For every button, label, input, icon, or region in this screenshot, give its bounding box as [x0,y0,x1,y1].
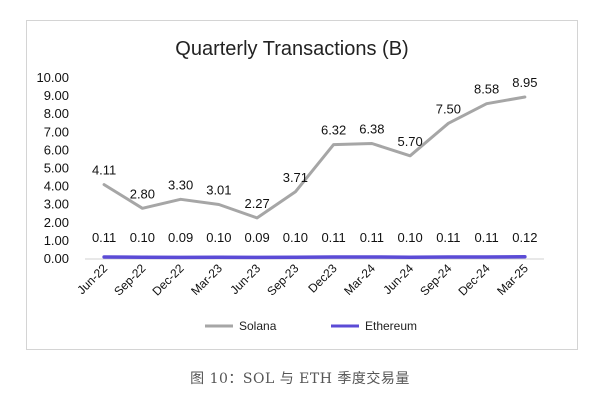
ethereum-data-label: 0.11 [321,230,345,245]
chart-title: Quarterly Transactions (B) [175,38,408,60]
ethereum-data-label: 0.12 [512,230,537,245]
chart-svg: Quarterly Transactions (B) 0.00 1.00 2.00 3.… [36,38,544,333]
ethereum-data-label: 0.11 [92,230,116,245]
solana-data-label: 8.95 [512,75,537,90]
y-tick-label: 4.00 [44,179,69,194]
solana-data-label: 5.70 [397,134,422,149]
ethereum-data-label: 0.09 [168,230,193,245]
solana-line [102,95,527,220]
legend-solana-label: Solana [239,319,277,333]
y-tick-label: 8.00 [44,106,69,121]
ethereum-data-label: 0.10 [397,230,422,245]
solana-data-label: 3.30 [168,177,193,192]
x-tick-label: Mar-23 [188,261,225,298]
x-tick-label: Dec-24 [455,261,492,298]
solana-data-label: 6.38 [359,122,384,137]
ethereum-data-label: 0.11 [474,230,498,245]
solana-data-label: 3.71 [283,170,308,185]
solana-data-label: 3.01 [206,183,231,198]
x-tick-label: Mar-24 [341,261,378,298]
x-tick-label: Mar-25 [494,261,531,298]
solana-data-label: 2.80 [130,186,155,201]
x-tick-label: Sep-23 [264,261,301,298]
x-tick-label: Jun-23 [227,261,263,297]
y-tick-label: 3.00 [44,197,69,212]
ethereum-data-label: 0.11 [436,230,460,245]
ethereum-data-label: 0.10 [206,230,231,245]
x-tick-label: Jun-22 [74,261,110,297]
chart-frame: Quarterly Transactions (B) 0.00 1.00 2.00 3.… [26,20,578,350]
figure-caption: 图 10：SOL 与 ETH 季度交易量 [190,371,410,387]
ethereum-line [102,255,527,260]
x-tick-label: Sep-24 [417,261,454,298]
ethereum-data-label: 0.10 [283,230,308,245]
solana-data-label: 6.32 [321,123,346,138]
y-tick-label: 5.00 [44,161,69,176]
y-tick-label: 1.00 [44,233,69,248]
y-tick-label: 0.00 [44,251,69,266]
x-tick-label: Jun-24 [380,261,416,297]
solana-data-label: 4.11 [92,163,116,178]
solana-data-label: 8.58 [474,82,499,97]
x-tick-label: Dec-22 [149,261,186,298]
x-tick-label: Dec23 [305,261,340,296]
x-tick-label: Sep-22 [111,261,148,298]
ethereum-data-label: 0.09 [244,230,269,245]
y-tick-label: 6.00 [44,142,69,157]
solana-data-label: 2.27 [244,196,269,211]
legend-ethereum-label: Ethereum [365,319,417,333]
ethereum-data-label: 0.11 [360,230,384,245]
y-tick-label: 7.00 [44,124,69,139]
y-tick-label: 2.00 [44,215,69,230]
y-tick-label: 9.00 [44,88,69,103]
y-tick-label: 10.00 [36,70,69,85]
ethereum-data-label: 0.10 [130,230,155,245]
solana-data-label: 7.50 [436,101,461,116]
